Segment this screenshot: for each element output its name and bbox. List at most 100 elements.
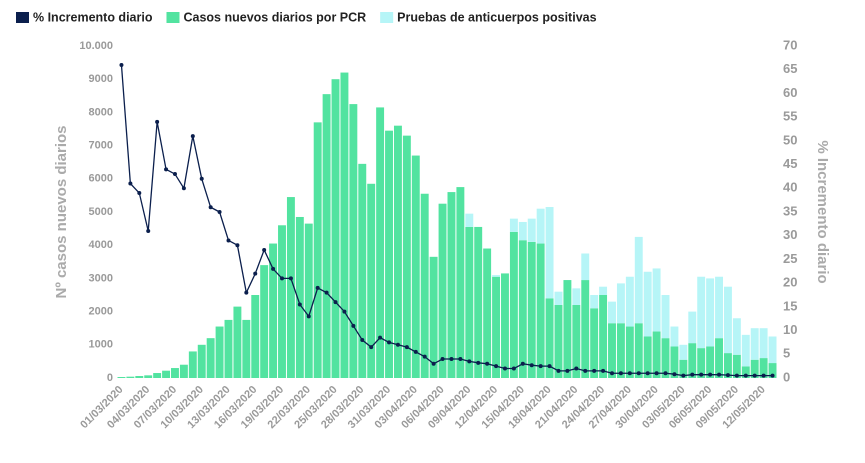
y-tick-label: 3000 (89, 272, 113, 284)
bar (251, 295, 260, 378)
point (378, 335, 383, 340)
point (226, 238, 231, 243)
point (360, 338, 365, 343)
bar (536, 208, 545, 244)
point (645, 371, 650, 376)
bar (599, 295, 608, 378)
point (725, 373, 730, 378)
point (770, 373, 775, 378)
bar (269, 243, 278, 378)
y-tick-label: 6000 (89, 173, 113, 185)
y-tick-label: 7000 (89, 140, 113, 152)
point (155, 119, 160, 124)
point (449, 357, 454, 362)
bar (349, 104, 358, 378)
point (119, 62, 124, 67)
bar (260, 265, 269, 378)
point (440, 357, 445, 362)
bar (590, 308, 599, 378)
bar (723, 353, 732, 378)
bar (741, 366, 750, 378)
bar (625, 276, 634, 327)
bar (331, 79, 340, 378)
point (654, 371, 659, 376)
bar (126, 376, 135, 378)
bar (456, 187, 465, 378)
point (610, 371, 614, 376)
bar (438, 203, 447, 378)
point (476, 360, 481, 365)
bar (242, 319, 251, 378)
point (342, 309, 347, 314)
point (190, 134, 195, 139)
legend-swatch (16, 12, 29, 23)
point (333, 300, 338, 305)
point (217, 210, 222, 214)
bar (393, 125, 402, 379)
point (413, 349, 418, 354)
bar (483, 248, 492, 378)
point (262, 247, 267, 252)
point (708, 372, 713, 377)
y2-tick-label: 15 (783, 298, 797, 313)
bar (661, 338, 670, 378)
y-tick-label: 9000 (89, 73, 113, 85)
point (502, 366, 507, 371)
point (743, 373, 748, 378)
bar (197, 344, 206, 378)
bar (527, 241, 536, 378)
bar (750, 359, 759, 378)
bar (608, 301, 616, 324)
bar (572, 304, 581, 378)
bar (474, 226, 483, 378)
point (288, 276, 293, 281)
bar (536, 243, 545, 378)
y2-tick-label: 20 (783, 275, 797, 290)
bar (465, 213, 474, 227)
bar (634, 323, 643, 378)
legend-label: Pruebas de anticuerpos positivas (397, 10, 596, 24)
point (618, 371, 623, 376)
y-tick-label: 4000 (89, 239, 113, 251)
bar (697, 348, 706, 378)
point (297, 302, 302, 307)
bar (224, 319, 233, 378)
point (181, 186, 186, 191)
bar (679, 344, 688, 360)
point (494, 364, 499, 369)
bar (518, 221, 527, 241)
bar (188, 351, 197, 378)
point (172, 172, 177, 177)
y-axis-title: Nº casos nuevos diarios (53, 125, 70, 298)
bar (340, 72, 349, 378)
bar (313, 122, 322, 378)
bar (563, 280, 572, 378)
point (244, 290, 249, 295)
bar (420, 193, 429, 378)
bar (670, 346, 679, 378)
point (199, 176, 204, 181)
point (208, 205, 213, 210)
point (164, 167, 169, 172)
point (271, 266, 276, 271)
bar (518, 240, 527, 378)
point (315, 285, 320, 290)
y2-tick-label: 25 (783, 251, 797, 266)
bar (625, 326, 634, 378)
point (387, 340, 392, 345)
point (235, 243, 240, 248)
bar (590, 295, 599, 309)
bar (465, 226, 474, 378)
bar (750, 328, 759, 360)
point (636, 371, 641, 376)
point (324, 290, 329, 295)
bar (741, 334, 750, 367)
bar (643, 271, 652, 337)
point (752, 373, 757, 378)
bar (599, 286, 608, 295)
bar (171, 368, 179, 378)
y2-tick-label: 50 (783, 132, 797, 147)
bar (652, 331, 661, 378)
point (369, 345, 374, 350)
